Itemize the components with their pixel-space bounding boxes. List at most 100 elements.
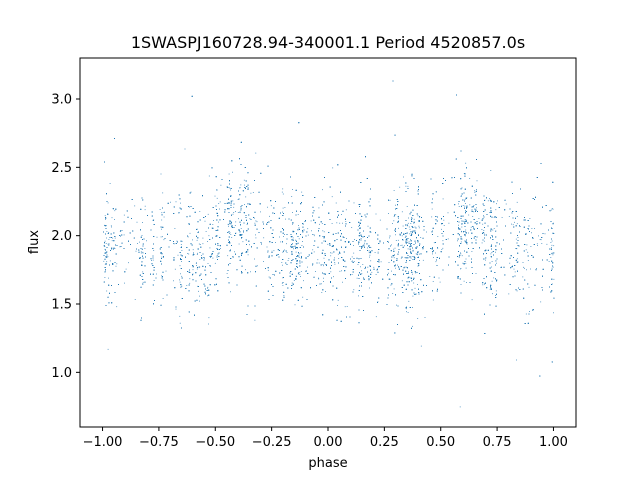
data-point <box>417 318 419 319</box>
data-point <box>394 229 395 231</box>
data-point <box>388 213 389 214</box>
data-point <box>412 325 413 327</box>
data-point <box>109 183 111 184</box>
data-point <box>269 215 270 217</box>
data-point <box>516 223 518 225</box>
data-point <box>514 271 516 273</box>
data-point <box>406 206 408 207</box>
data-point <box>432 253 433 255</box>
data-point <box>105 263 107 264</box>
data-point <box>231 237 233 238</box>
data-point <box>377 301 379 303</box>
data-point <box>404 257 406 259</box>
data-point <box>204 220 206 222</box>
data-point <box>509 262 511 264</box>
data-point <box>522 262 524 263</box>
data-point <box>419 260 420 261</box>
data-point <box>313 235 315 237</box>
data-point <box>245 269 246 271</box>
data-point <box>433 257 434 258</box>
data-point <box>408 241 410 243</box>
data-point <box>121 230 123 231</box>
data-point <box>282 251 284 253</box>
data-point <box>469 204 471 206</box>
data-point <box>207 286 209 288</box>
data-point <box>495 209 497 211</box>
data-point <box>247 251 249 253</box>
data-point <box>432 230 433 232</box>
data-point <box>368 252 370 254</box>
data-point <box>478 218 480 219</box>
data-point <box>282 264 283 266</box>
data-point <box>415 272 417 274</box>
data-point <box>374 252 376 253</box>
data-point <box>134 299 136 300</box>
data-point <box>105 217 107 219</box>
data-point <box>371 271 373 273</box>
data-point <box>552 208 554 210</box>
data-point <box>232 171 233 173</box>
data-point <box>207 295 208 297</box>
data-point <box>186 285 188 286</box>
data-point <box>551 269 553 270</box>
data-point <box>108 245 110 246</box>
data-point <box>361 270 362 272</box>
data-point <box>199 300 200 302</box>
data-point <box>411 256 413 257</box>
data-point <box>254 319 256 321</box>
data-point <box>292 222 293 223</box>
data-point <box>266 246 268 248</box>
data-point <box>551 247 552 249</box>
data-point <box>318 277 319 279</box>
data-point <box>331 196 333 198</box>
data-point <box>161 256 163 258</box>
data-point <box>407 222 409 224</box>
data-point <box>293 222 294 224</box>
data-point <box>375 316 377 318</box>
data-point <box>141 235 143 236</box>
data-point <box>447 238 449 240</box>
data-point <box>470 226 472 228</box>
data-point <box>272 236 274 238</box>
data-point <box>300 271 302 272</box>
data-point <box>324 254 326 256</box>
data-point <box>495 231 497 232</box>
data-point <box>229 202 231 204</box>
data-point <box>461 230 462 232</box>
data-point <box>536 268 537 269</box>
data-point <box>146 240 147 242</box>
data-point <box>495 251 496 253</box>
data-point <box>465 229 467 231</box>
data-point <box>461 255 463 257</box>
data-point <box>230 223 231 225</box>
data-point <box>161 219 163 221</box>
data-point <box>373 266 375 268</box>
data-point <box>219 201 221 203</box>
data-point <box>394 229 396 231</box>
data-point <box>137 243 138 244</box>
data-point <box>492 229 494 231</box>
data-point <box>475 242 477 244</box>
data-point <box>331 252 333 254</box>
data-point <box>108 277 109 279</box>
data-point <box>492 293 493 295</box>
data-point <box>370 251 371 252</box>
data-point <box>495 290 497 292</box>
data-point <box>190 191 192 193</box>
data-point <box>228 224 230 226</box>
data-point <box>435 191 437 193</box>
data-point <box>459 406 461 408</box>
data-point <box>239 187 241 189</box>
data-point <box>393 216 395 217</box>
data-point <box>481 229 483 230</box>
data-point <box>323 257 325 259</box>
data-point <box>508 216 510 217</box>
data-point <box>337 305 338 306</box>
data-point <box>282 207 284 209</box>
data-point <box>489 199 491 201</box>
data-point <box>465 234 466 236</box>
data-point <box>422 259 424 261</box>
data-point <box>302 296 304 298</box>
data-point <box>256 265 258 267</box>
data-point <box>173 243 174 244</box>
